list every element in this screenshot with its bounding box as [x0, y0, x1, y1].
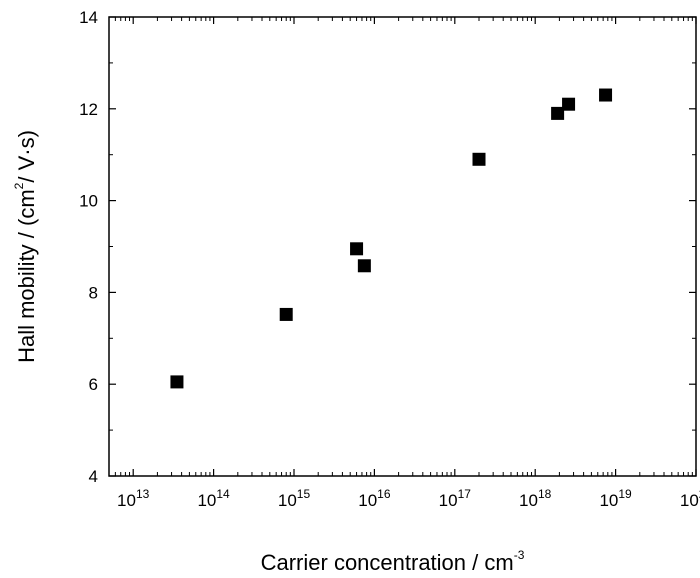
data-point [551, 106, 565, 120]
x-tick-label: 1018 [519, 487, 552, 510]
x-tick-label: 1016 [358, 487, 391, 510]
x-tick-label: 1014 [197, 487, 230, 510]
y-tick-label: 4 [89, 467, 98, 486]
x-tick-label: 1013 [117, 487, 150, 510]
y-tick-label: 6 [89, 375, 98, 394]
data-point [170, 375, 184, 389]
x-tick-label: 1019 [599, 487, 632, 510]
data-point [599, 88, 613, 102]
plot-frame [108, 16, 697, 477]
data-point [562, 97, 576, 111]
y-tick-label: 14 [79, 8, 98, 27]
y-axis-label: Hall mobility / (cm2/ V·s) [12, 130, 39, 363]
data-point [279, 307, 293, 321]
x-axis-label: Carrier concentration / cm-3 [261, 548, 525, 575]
x-tick-label: 1017 [439, 487, 472, 510]
data-point [472, 152, 486, 166]
x-tick-label: 1020 [680, 487, 700, 510]
x-tick-label: 1015 [278, 487, 311, 510]
y-tick-label: 12 [79, 100, 98, 119]
data-point [357, 259, 371, 273]
y-tick-label: 8 [89, 283, 98, 302]
data-point [350, 242, 364, 256]
y-tick-label: 10 [79, 192, 98, 211]
